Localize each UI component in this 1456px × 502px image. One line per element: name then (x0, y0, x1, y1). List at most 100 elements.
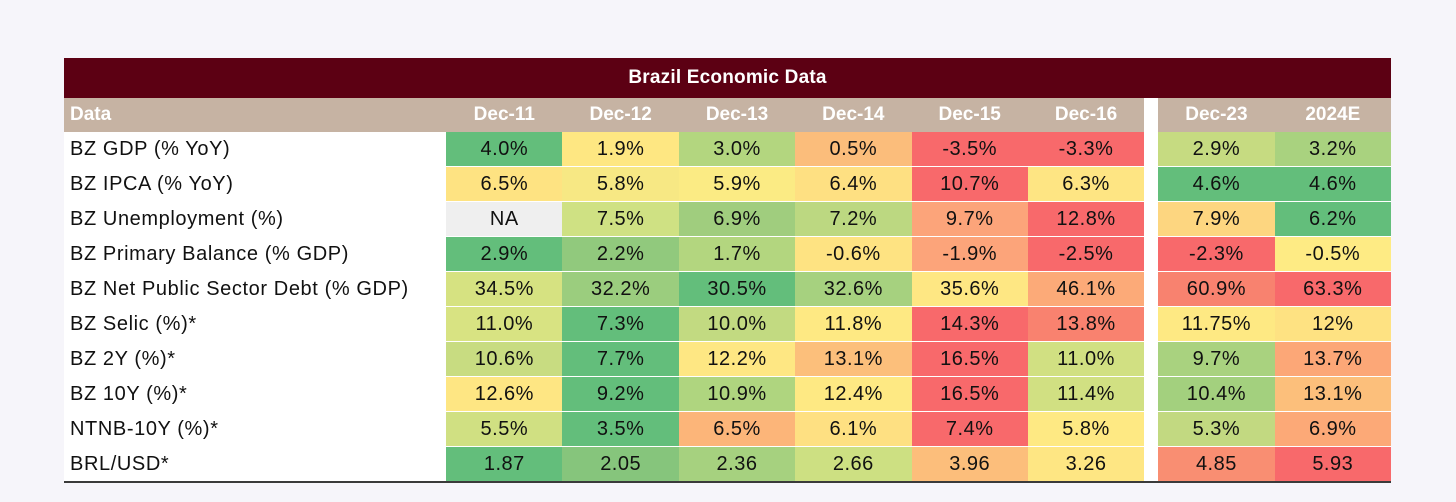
data-cell: -0.5% (1274, 236, 1391, 272)
data-cell: 5.5% (446, 411, 563, 447)
table-row: BZ 10Y (%)* 12.6% 9.2% 10.9% 12.4% 16.5% 11.4%… (64, 376, 1391, 412)
data-cell: 1.87 (446, 446, 563, 483)
data-cell: 10.7% (911, 166, 1028, 202)
column-gap (1144, 446, 1159, 483)
data-cell: 0.5% (795, 132, 912, 167)
header-data-label: Data (64, 98, 447, 132)
data-grid: Data Dec-11 Dec-12 Dec-13 Dec-14 Dec-15 Dec-16… (64, 98, 1391, 483)
table-body: BZ GDP (% YoY) 4.0% 1.9% 3.0% 0.5% -3.5% -3.3%… (64, 132, 1391, 483)
economic-data-table: Brazil Economic Data Data Dec-11 Dec-12 Dec… (64, 58, 1391, 483)
data-cell: 2.9% (446, 236, 563, 272)
data-cell: 3.26 (1027, 446, 1145, 483)
data-cell: 7.5% (562, 201, 679, 237)
column-gap (1144, 271, 1159, 307)
data-cell: 13.7% (1274, 341, 1391, 377)
data-cell: -2.5% (1027, 236, 1145, 272)
data-cell: 32.2% (562, 271, 679, 307)
data-cell: 34.5% (446, 271, 563, 307)
column-header: 2024E (1274, 98, 1391, 132)
data-cell: 9.2% (562, 376, 679, 412)
table-title: Brazil Economic Data (64, 58, 1391, 98)
data-cell: 5.9% (678, 166, 796, 202)
row-label: BZ 2Y (%)* (64, 341, 447, 377)
data-cell: 6.5% (446, 166, 563, 202)
column-gap (1144, 98, 1159, 132)
data-cell: 6.9% (1274, 411, 1391, 447)
table-row: BZ IPCA (% YoY) 6.5% 5.8% 5.9% 6.4% 10.7% 6.3%… (64, 166, 1391, 202)
data-cell: 7.2% (795, 201, 912, 237)
data-cell: 6.3% (1027, 166, 1145, 202)
table-row: BZ 2Y (%)* 10.6% 7.7% 12.2% 13.1% 16.5% 11.0% 9… (64, 341, 1391, 377)
row-label: BRL/USD* (64, 446, 447, 483)
data-cell: 16.5% (911, 341, 1028, 377)
data-cell: 9.7% (1158, 341, 1275, 377)
data-cell: 6.5% (678, 411, 796, 447)
data-cell: 4.0% (446, 132, 563, 167)
data-cell: 14.3% (911, 306, 1028, 342)
data-cell: 5.8% (562, 166, 679, 202)
data-cell: 2.9% (1158, 132, 1275, 167)
data-cell: 2.66 (795, 446, 912, 483)
data-cell: 12.4% (795, 376, 912, 412)
table-row: BZ GDP (% YoY) 4.0% 1.9% 3.0% 0.5% -3.5% -3.3%… (64, 132, 1391, 167)
data-cell: 11.4% (1027, 376, 1145, 412)
data-cell: NA (446, 201, 563, 237)
column-gap (1144, 341, 1159, 377)
table-row: BRL/USD* 1.87 2.05 2.36 2.66 3.96 3.26 4.85 5.93 (64, 446, 1391, 483)
data-cell: 5.8% (1027, 411, 1145, 447)
column-header: Dec-23 (1158, 98, 1275, 132)
data-cell: 7.3% (562, 306, 679, 342)
column-header: Dec-11 (446, 98, 563, 132)
table-row: BZ Selic (%)* 11.0% 7.3% 10.0% 11.8% 14.3% 13.… (64, 306, 1391, 342)
data-cell: 3.5% (562, 411, 679, 447)
data-cell: 13.8% (1027, 306, 1145, 342)
row-label: BZ Selic (%)* (64, 306, 447, 342)
data-cell: 4.85 (1158, 446, 1275, 483)
data-cell: 11.8% (795, 306, 912, 342)
column-gap (1144, 376, 1159, 412)
data-cell: 7.4% (911, 411, 1028, 447)
data-cell: 3.0% (678, 132, 796, 167)
column-header: Dec-12 (562, 98, 679, 132)
data-cell: 63.3% (1274, 271, 1391, 307)
data-cell: 7.7% (562, 341, 679, 377)
data-cell: 10.9% (678, 376, 796, 412)
data-cell: 9.7% (911, 201, 1028, 237)
data-cell: 11.0% (1027, 341, 1145, 377)
data-cell: 2.2% (562, 236, 679, 272)
table-row: BZ Net Public Sector Debt (% GDP) 34.5% 32… (64, 271, 1391, 307)
data-cell: 6.2% (1274, 201, 1391, 237)
data-cell: 10.6% (446, 341, 563, 377)
row-label: BZ Unemployment (%) (64, 201, 447, 237)
data-cell: 1.7% (678, 236, 796, 272)
data-cell: 11.75% (1158, 306, 1275, 342)
data-cell: -0.6% (795, 236, 912, 272)
column-gap (1144, 236, 1159, 272)
data-cell: 12.2% (678, 341, 796, 377)
row-label: BZ IPCA (% YoY) (64, 166, 447, 202)
data-cell: 13.1% (795, 341, 912, 377)
data-cell: 6.4% (795, 166, 912, 202)
data-cell: 32.6% (795, 271, 912, 307)
column-header: Dec-14 (795, 98, 912, 132)
data-cell: 2.05 (562, 446, 679, 483)
row-label: BZ Net Public Sector Debt (% GDP) (64, 271, 447, 307)
data-cell: 16.5% (911, 376, 1028, 412)
data-cell: 3.96 (911, 446, 1028, 483)
data-cell: 6.1% (795, 411, 912, 447)
data-cell: 12.8% (1027, 201, 1145, 237)
data-cell: 13.1% (1274, 376, 1391, 412)
table-row: BZ Unemployment (%) NA 7.5% 6.9% 7.2% 9.7% 12.… (64, 201, 1391, 237)
data-cell: 4.6% (1274, 166, 1391, 202)
data-cell: 11.0% (446, 306, 563, 342)
data-cell: 1.9% (562, 132, 679, 167)
table-row: BZ Primary Balance (% GDP) 2.9% 2.2% 1.7% -0… (64, 236, 1391, 272)
column-gap (1144, 411, 1159, 447)
data-cell: -2.3% (1158, 236, 1275, 272)
row-label: NTNB-10Y (%)* (64, 411, 447, 447)
data-cell: 4.6% (1158, 166, 1275, 202)
row-label: BZ 10Y (%)* (64, 376, 447, 412)
data-cell: 2.36 (678, 446, 796, 483)
data-cell: 35.6% (911, 271, 1028, 307)
